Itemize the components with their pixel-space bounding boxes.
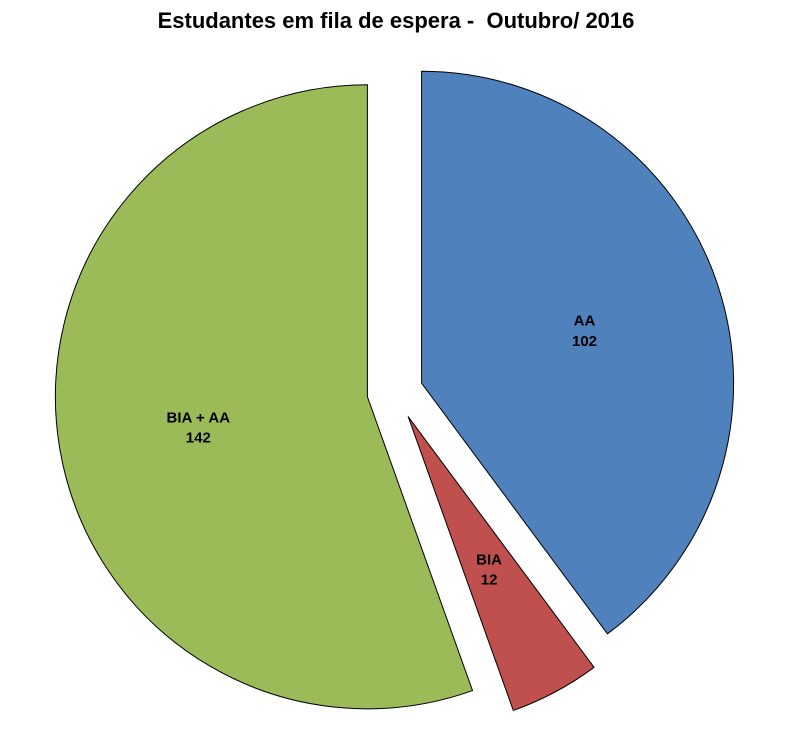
pie-slice-bia-aa [54, 84, 474, 710]
slice-category-label: BIA + AA [167, 409, 231, 426]
pie-slice-bia [407, 416, 595, 711]
slice-category-label: AA [574, 313, 596, 330]
slice-label-aa: AA 102 [572, 313, 597, 350]
slice-label-bia-aa: BIA + AA 142 [167, 409, 231, 446]
slice-category-label: BIA [476, 551, 502, 568]
pie-slice-aa [421, 70, 735, 635]
slice-value-label: 102 [572, 333, 597, 350]
slice-value-label: 142 [186, 430, 211, 447]
slice-value-label: 12 [481, 572, 498, 589]
slice-label-bia: BIA 12 [476, 551, 502, 588]
chart-title: Estudantes em fila de espera - Outubro/ … [157, 8, 635, 33]
